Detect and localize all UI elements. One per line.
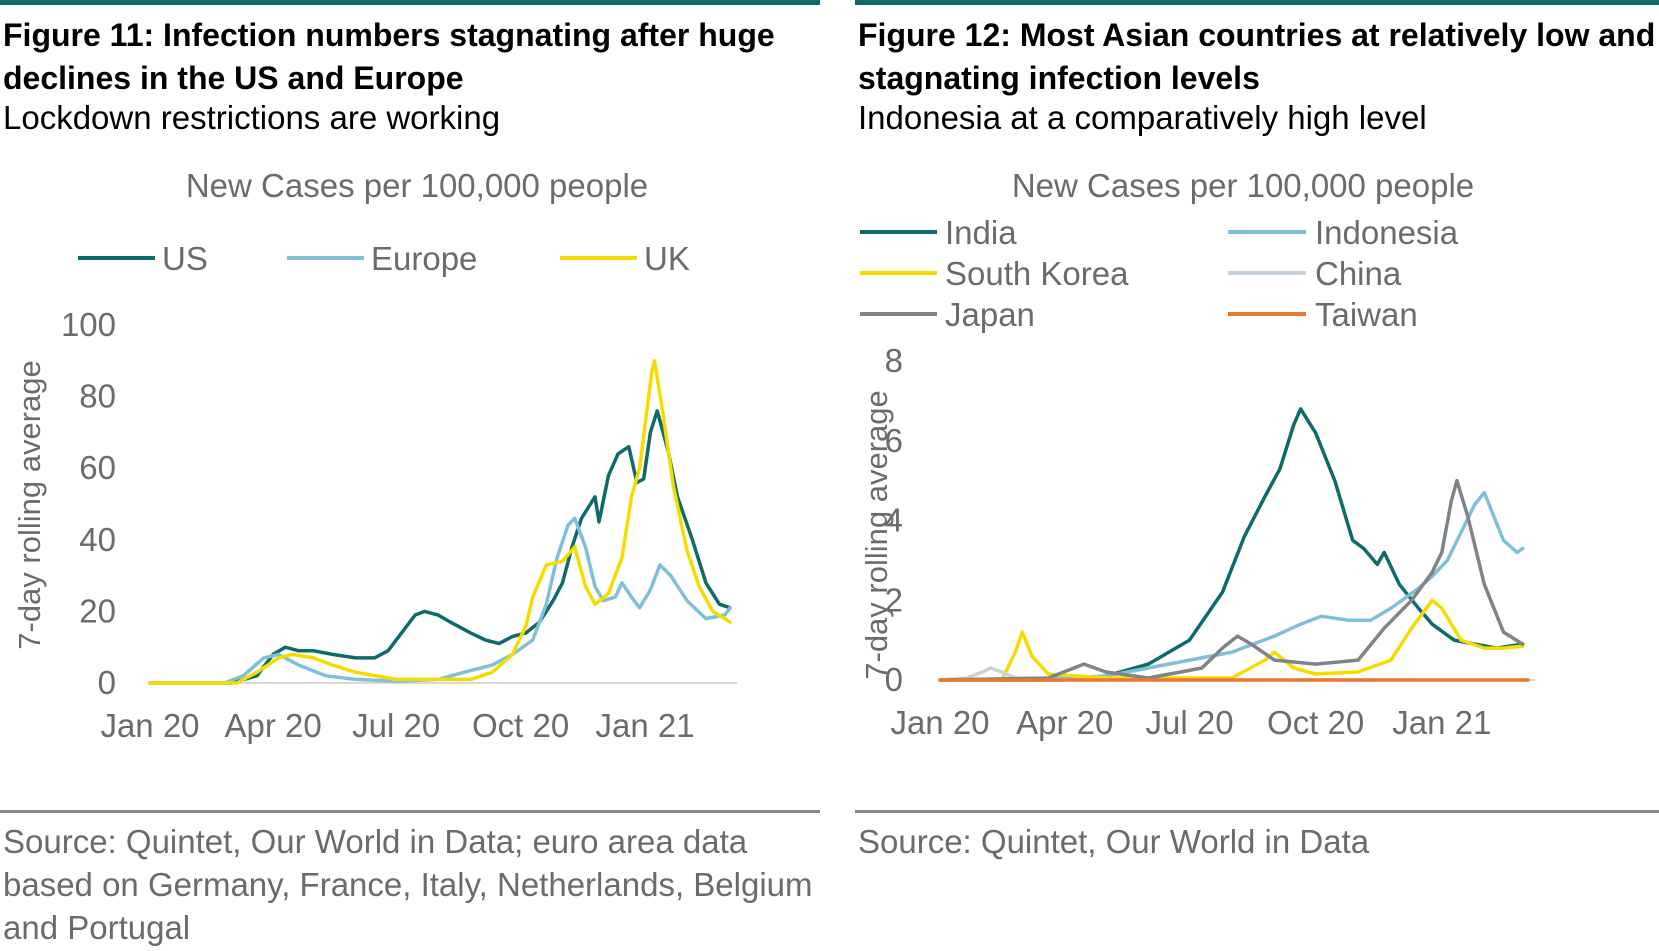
series-line-us: [148, 409, 732, 685]
x-tick-label: Apr 20: [1016, 704, 1113, 741]
figure-11-panel: Figure 11: Infection numbers stagnating …: [0, 0, 820, 951]
series-lines: [148, 359, 732, 685]
chart-title: New Cases per 100,000 people: [1012, 167, 1474, 204]
x-axis: Jan 20 Apr 20 Jul 20 Oct 20 Jan 21: [890, 679, 1535, 741]
y-tick-label: 80: [79, 378, 116, 415]
x-tick-label: Jan 20: [890, 704, 989, 741]
series-line-south-korea: [938, 598, 1525, 682]
series-line-india: [938, 407, 1525, 682]
x-tick-label: Jan 21: [1392, 704, 1491, 741]
y-axis: 0 20 40 60 80 100: [61, 306, 116, 701]
y-tick-label: 20: [79, 592, 116, 629]
series-line-japan: [938, 478, 1525, 682]
legend-label: US: [162, 240, 208, 277]
y-tick-label: 2: [885, 581, 903, 618]
x-tick-label: Oct 20: [1267, 704, 1364, 741]
chart-figure-11: New Cases per 100,000 people US Europe UK …: [12, 167, 737, 744]
legend-item: US: [78, 240, 208, 277]
y-tick-label: 60: [79, 449, 116, 486]
figure-top-rule: [0, 0, 820, 5]
x-tick-label: Oct 20: [472, 707, 569, 744]
y-tick-label: 40: [79, 521, 116, 558]
legend-label: Europe: [371, 240, 477, 277]
chart-title: New Cases per 100,000 people: [186, 167, 648, 204]
y-tick-label: 0: [885, 661, 903, 698]
source-note: Source: Quintet, Our World in Data: [858, 823, 1370, 860]
legend-item: China: [1228, 255, 1402, 292]
legend-label: Japan: [945, 296, 1035, 333]
y-tick-label: 8: [885, 342, 903, 379]
legend-item: UK: [560, 240, 690, 277]
series-line-indonesia: [938, 490, 1525, 682]
legend-item: India: [860, 214, 1017, 251]
y-axis-label: 7-day rolling average: [12, 360, 47, 650]
legend-item: Europe: [287, 240, 477, 277]
legend-item: Japan: [860, 296, 1035, 333]
legend-item: South Korea: [860, 255, 1129, 292]
y-tick-label: 0: [98, 664, 116, 701]
chart-legend: India Indonesia South Korea China Japan Taiwa…: [860, 214, 1459, 333]
figure-title: Figure 12: Most Asian countries at relat…: [858, 17, 1656, 96]
figure-title: Figure 11: Infection numbers stagnating …: [3, 17, 775, 96]
source-rule: [0, 810, 820, 813]
y-tick-label: 100: [61, 306, 116, 343]
chart-figure-12: New Cases per 100,000 people India Indone…: [859, 167, 1535, 741]
legend-label: Taiwan: [1315, 296, 1418, 333]
legend-label: South Korea: [945, 255, 1129, 292]
series-lines: [938, 407, 1530, 682]
y-axis: 0 2 4 6 8: [885, 342, 903, 698]
figure-12-panel: Figure 12: Most Asian countries at relat…: [855, 0, 1659, 951]
legend-item: Taiwan: [1228, 296, 1418, 333]
series-line-europe: [148, 516, 732, 685]
legend-label: India: [945, 214, 1017, 251]
figure-subtitle: Indonesia at a comparatively high level: [858, 99, 1427, 136]
x-tick-label: Jul 20: [1145, 704, 1233, 741]
figure-subtitle: Lockdown restrictions are working: [3, 99, 501, 136]
legend-label: UK: [644, 240, 690, 277]
series-line-uk: [148, 359, 732, 685]
x-axis: Jan 20 Apr 20 Jul 20 Oct 20 Jan 21: [100, 682, 737, 744]
x-tick-label: Apr 20: [224, 707, 321, 744]
chart-legend: US Europe UK: [78, 240, 690, 277]
y-axis-label: 7-day rolling average: [859, 390, 894, 680]
legend-label: Indonesia: [1315, 214, 1459, 251]
x-tick-label: Jan 21: [595, 707, 694, 744]
legend-label: China: [1315, 255, 1402, 292]
figure-top-rule: [855, 0, 1659, 5]
source-note: Source: Quintet, Our World in Data; euro…: [3, 823, 813, 946]
x-tick-label: Jan 20: [100, 707, 199, 744]
legend-item: Indonesia: [1228, 214, 1459, 251]
y-tick-label: 4: [885, 502, 903, 539]
x-tick-label: Jul 20: [352, 707, 440, 744]
source-rule: [855, 810, 1659, 813]
y-tick-label: 6: [885, 422, 903, 459]
